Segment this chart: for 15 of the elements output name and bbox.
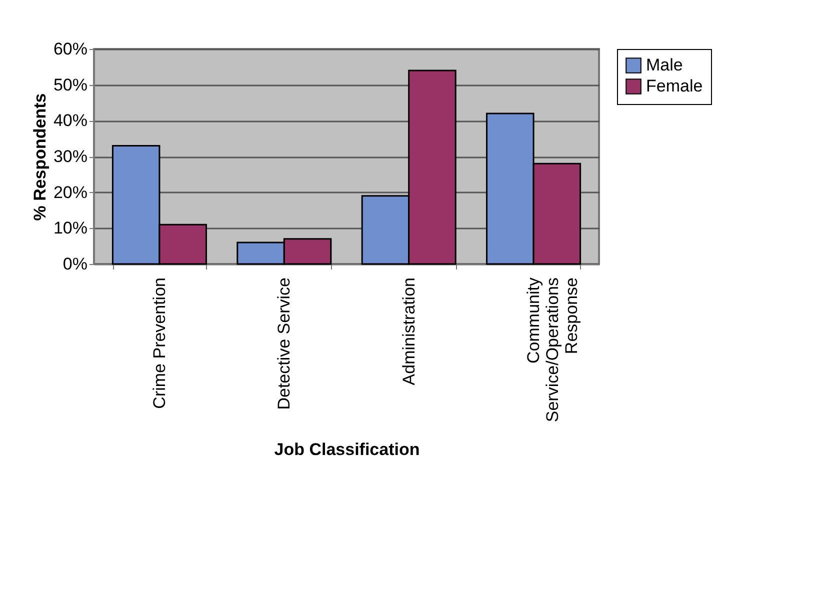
- x-tick-label: Crime Prevention: [150, 278, 169, 409]
- y-tick-label: 60%: [53, 40, 88, 58]
- y-axis-title: % Respondents: [30, 93, 50, 221]
- x-tick-label: Community Service/Operations Response: [524, 277, 582, 422]
- y-tick-label: 10%: [53, 218, 88, 238]
- y-tick-label: 0%: [62, 254, 88, 274]
- y-tick-label: 40%: [53, 111, 88, 130]
- legend-label: Male: [646, 56, 683, 74]
- y-tick-label: 50%: [53, 75, 88, 94]
- x-tick-label: Detective Service: [274, 278, 294, 410]
- legend-label: Female: [646, 76, 703, 96]
- y-tick-label: 20%: [53, 182, 88, 202]
- x-tick-label: Administration: [399, 278, 418, 386]
- y-tick-label: 30%: [53, 147, 88, 166]
- x-axis-title: Job Classification: [274, 440, 420, 460]
